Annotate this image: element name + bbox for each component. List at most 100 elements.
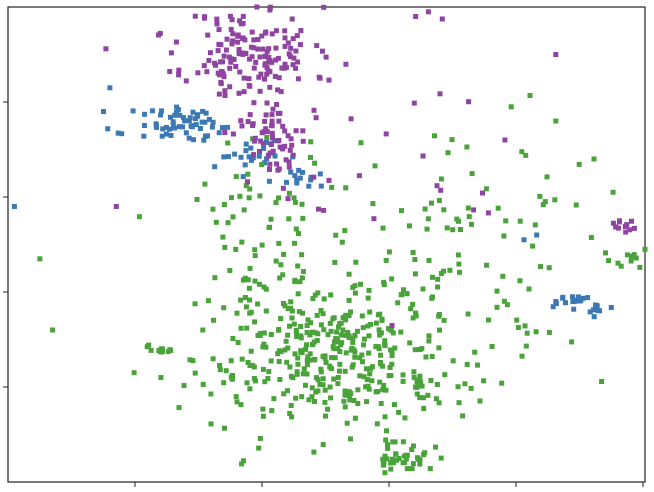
scatter-point <box>450 227 456 233</box>
scatter-point <box>502 137 508 143</box>
scatter-point <box>406 223 412 229</box>
scatter-point <box>229 17 235 23</box>
scatter-point <box>311 174 317 180</box>
scatter-point <box>627 227 633 233</box>
scatter-point <box>285 306 291 312</box>
scatter-point <box>170 122 176 128</box>
scatter-point <box>303 346 308 352</box>
scatter-point <box>312 399 317 404</box>
scatter-point <box>337 361 343 367</box>
scatter-point <box>308 174 314 180</box>
scatter-point <box>337 368 342 374</box>
scatter-point <box>221 202 227 207</box>
scatter-point <box>392 402 397 408</box>
scatter-point <box>276 138 282 143</box>
scatter-point <box>304 357 310 363</box>
scatter-point <box>449 137 455 143</box>
scatter-point <box>204 69 210 75</box>
scatter-point <box>572 298 578 304</box>
scatter-point <box>342 368 348 374</box>
scatter-point <box>167 126 172 132</box>
scatter-point <box>262 379 268 385</box>
scatter-point <box>322 355 328 361</box>
scatter-point <box>367 309 373 315</box>
scatter-point <box>465 311 471 317</box>
scatter-point <box>291 55 297 61</box>
scatter-point <box>338 332 344 338</box>
scatter-point <box>206 57 212 63</box>
scatter-point <box>370 364 375 370</box>
scatter-point <box>245 179 250 185</box>
scatter-point <box>373 320 379 326</box>
scatter-point <box>429 295 435 301</box>
scatter-point <box>333 232 339 238</box>
scatter-point <box>272 153 278 159</box>
scatter-point <box>248 348 254 354</box>
scatter-point <box>261 341 267 347</box>
scatter-point <box>383 257 389 263</box>
scatter-point <box>377 311 383 317</box>
scatter-point <box>247 186 253 192</box>
scatter-point <box>199 119 205 125</box>
scatter-point <box>456 261 462 267</box>
scatter-point <box>343 350 349 356</box>
scatter-point <box>242 295 248 300</box>
scatter-point <box>245 277 251 283</box>
scatter-point <box>281 251 287 257</box>
scatter-point <box>615 225 621 231</box>
scatter-point <box>359 313 365 319</box>
scatter-point <box>230 336 236 341</box>
scatter-point <box>501 233 507 239</box>
scatter-point <box>220 234 226 240</box>
scatter-point <box>210 206 216 212</box>
scatter-point <box>575 294 581 300</box>
scatter-point <box>305 317 311 323</box>
scatter-point <box>285 40 291 46</box>
scatter-point <box>292 351 298 357</box>
scatter-point <box>376 327 382 333</box>
scatter-point <box>390 330 396 336</box>
scatter-point <box>578 298 584 304</box>
scatter-point <box>180 124 185 130</box>
scatter-point <box>264 156 270 162</box>
scatter-point <box>317 75 323 81</box>
scatter-point <box>228 358 234 364</box>
scatter-point <box>174 104 180 110</box>
scatter-point <box>243 51 249 56</box>
scatter-point <box>252 253 258 259</box>
scatter-point <box>346 297 352 303</box>
scatter-point <box>381 282 387 288</box>
scatter-point <box>304 371 310 377</box>
scatter-point <box>249 54 255 60</box>
scatter-point <box>314 312 320 318</box>
scatter-point <box>176 72 182 78</box>
scatter-point <box>252 138 257 144</box>
scatter-point <box>419 383 425 389</box>
scatter-point <box>335 346 341 351</box>
scatter-point <box>177 112 183 118</box>
scatter-point <box>441 207 447 213</box>
scatter-point <box>308 154 313 160</box>
scatter-point <box>377 360 383 365</box>
scatter-point <box>341 398 347 404</box>
scatter-point <box>329 355 335 361</box>
scatter-point <box>217 367 223 373</box>
scatter-point <box>508 104 514 110</box>
scatter-point <box>390 456 395 462</box>
scatter-point <box>256 74 262 80</box>
scatter-point <box>240 13 246 19</box>
scatter-point <box>177 124 182 130</box>
scatter-point <box>292 173 298 179</box>
scatter-point <box>420 286 426 292</box>
scatter-point <box>266 369 272 375</box>
scatter-point <box>176 67 182 73</box>
scatter-point <box>269 112 275 118</box>
scatter-point <box>222 93 228 98</box>
scatter-point <box>267 4 273 10</box>
scatter-point <box>50 327 56 333</box>
scatter-point <box>244 380 250 386</box>
scatter-point <box>254 4 260 10</box>
scatter-point <box>410 250 416 255</box>
scatter-point <box>250 155 256 161</box>
scatter-point <box>255 37 261 42</box>
